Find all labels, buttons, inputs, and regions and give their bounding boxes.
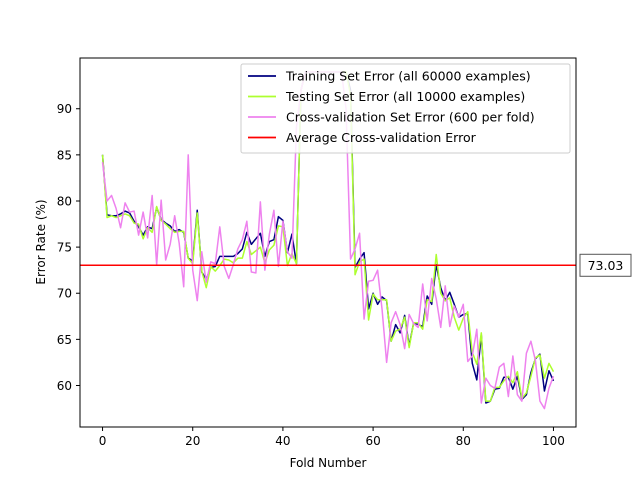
- legend: Training Set Error (all 60000 examples) T…: [240, 63, 571, 154]
- plot-frame: [79, 57, 577, 428]
- y-tick-label: 90: [57, 102, 72, 116]
- x-tick-label: 100: [542, 434, 565, 448]
- y-tick-label: 70: [57, 287, 72, 301]
- legend-label-3: Cross-validation Set Error (600 per fold…: [286, 110, 535, 125]
- legend-box: [240, 63, 571, 154]
- y-axis-title: Error Rate (%): [34, 199, 48, 284]
- x-tick-label: 60: [365, 434, 380, 448]
- x-tick-label: 80: [456, 434, 471, 448]
- x-axis-title: Fold Number: [290, 456, 367, 470]
- x-tick-label: 40: [275, 434, 290, 448]
- y-tick-label: 85: [57, 148, 72, 162]
- average-layer: 73.03: [80, 253, 632, 277]
- y-axis-ticks: 60 65 70 75 80 85 90: [57, 102, 80, 393]
- y-tick-label: 65: [57, 333, 72, 347]
- x-tick-label: 20: [185, 434, 200, 448]
- y-tick-label: 75: [57, 241, 72, 255]
- legend-label-1: Training Set Error (all 60000 examples): [285, 69, 531, 84]
- legend-label-2: Testing Set Error (all 10000 examples): [285, 89, 525, 104]
- average-value-label: 73.03: [588, 258, 624, 273]
- y-tick-label: 60: [57, 379, 72, 393]
- y-tick-label: 80: [57, 194, 72, 208]
- x-axis-ticks: 0 20 40 60 80 100: [99, 427, 565, 448]
- x-tick-label: 0: [99, 434, 107, 448]
- average-value-box: [579, 253, 632, 277]
- legend-label-4: Average Cross-validation Error: [286, 130, 477, 145]
